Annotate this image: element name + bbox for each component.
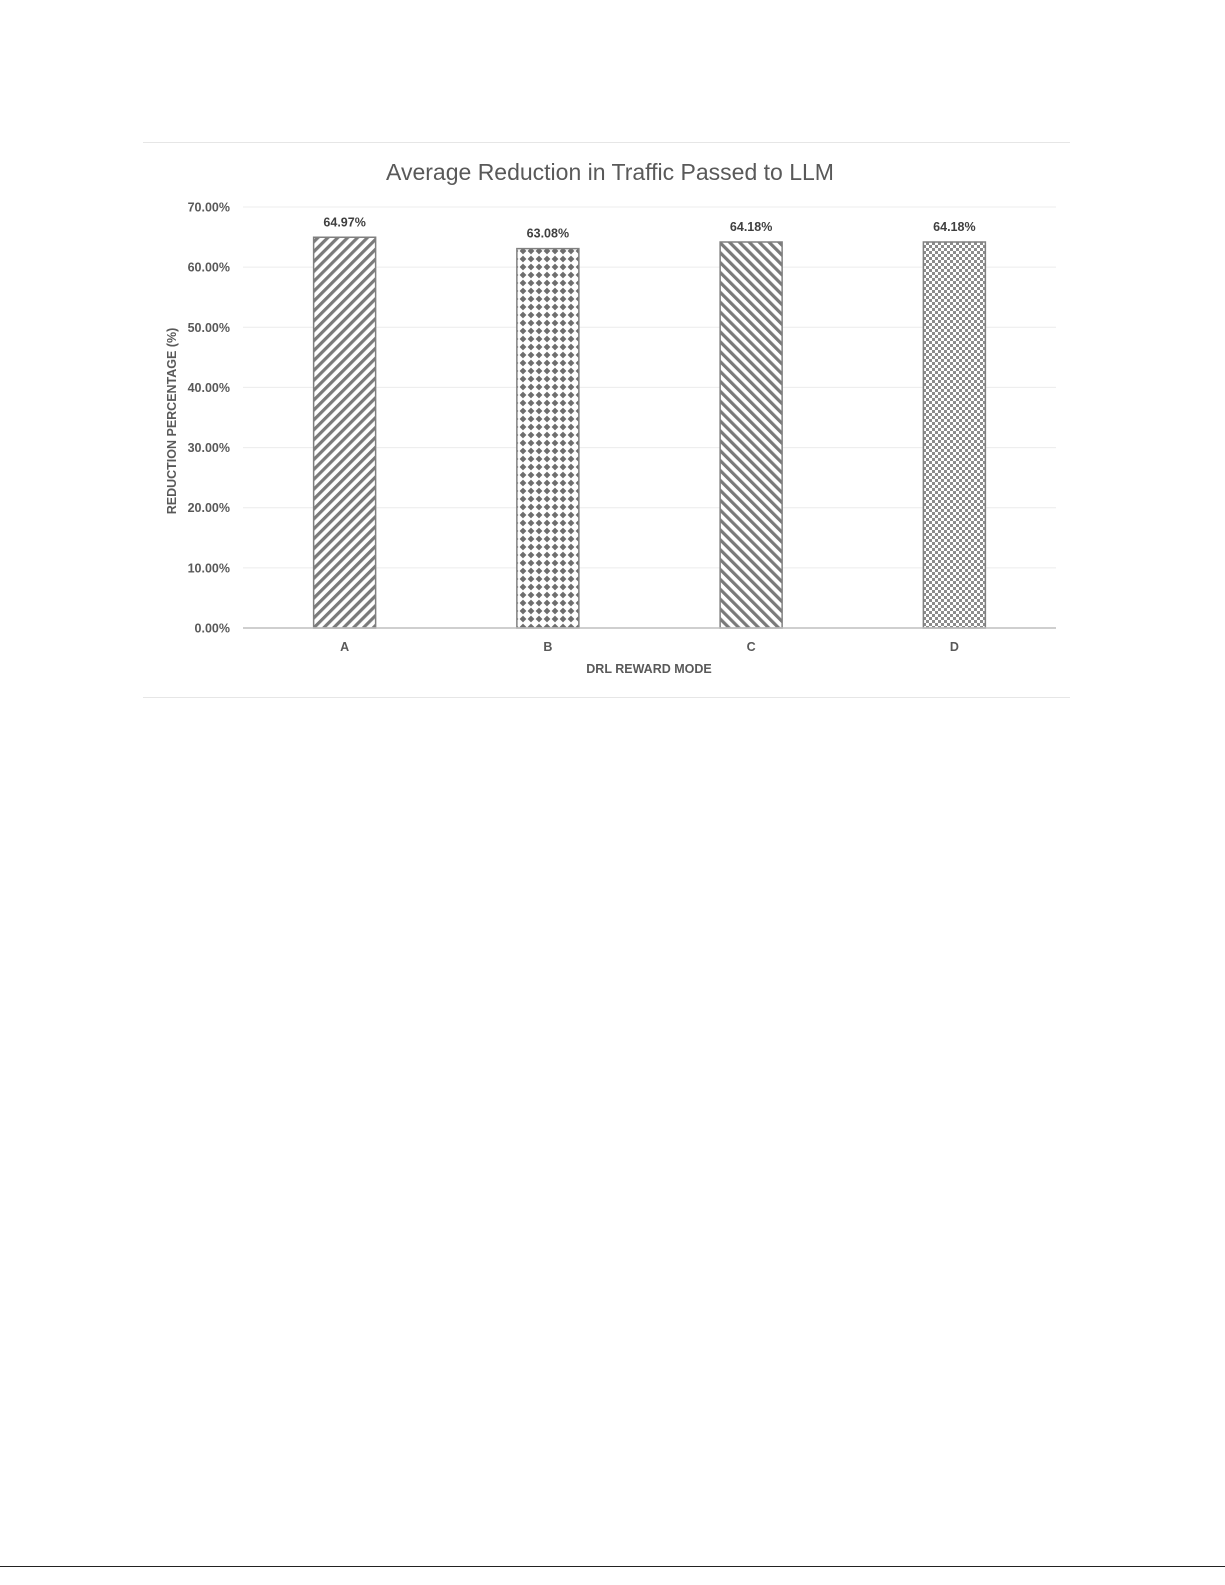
y-tick-label: 30.00% (188, 441, 230, 455)
chart-title: Average Reduction in Traffic Passed to L… (386, 159, 834, 185)
data-label-b: 63.08% (527, 227, 569, 241)
y-tick-label: 40.00% (188, 381, 230, 395)
data-label-c: 64.18% (730, 220, 772, 234)
y-tick-label: 60.00% (188, 261, 230, 275)
x-category-label: A (340, 640, 349, 654)
y-tick-label: 10.00% (188, 561, 230, 575)
y-tick-label: 70.00% (188, 201, 230, 215)
bar-d (922, 241, 987, 629)
y-tick-label: 20.00% (188, 501, 230, 515)
y-axis-ticks: 0.00% 10.00% 20.00% 30.00% 40.00% 50.00% 60.00… (188, 201, 230, 636)
page-bottom-rule (0, 1566, 1225, 1567)
x-category-label: B (543, 640, 552, 654)
bars: 64.97% 63.08% 64.18% 64.18% (312, 215, 987, 629)
x-category-label: C (747, 640, 756, 654)
bar-c (719, 241, 783, 629)
y-axis-title: REDUCTION PERCENTAGE (%) (165, 328, 179, 515)
chart-frame: Average Reduction in Traffic Passed to L… (143, 142, 1070, 698)
bar-a (312, 236, 377, 629)
x-category-label: D (950, 640, 959, 654)
data-label-d: 64.18% (933, 220, 975, 234)
bar-b (516, 247, 580, 629)
gridlines (243, 206, 1056, 569)
y-tick-label: 0.00% (195, 622, 230, 636)
x-axis-title: DRL REWARD MODE (586, 662, 711, 676)
x-axis-categories: A B C D (340, 640, 959, 654)
bar-chart: Average Reduction in Traffic Passed to L… (165, 159, 1056, 676)
y-tick-label: 50.00% (188, 321, 230, 335)
data-label-a: 64.97% (323, 215, 365, 229)
